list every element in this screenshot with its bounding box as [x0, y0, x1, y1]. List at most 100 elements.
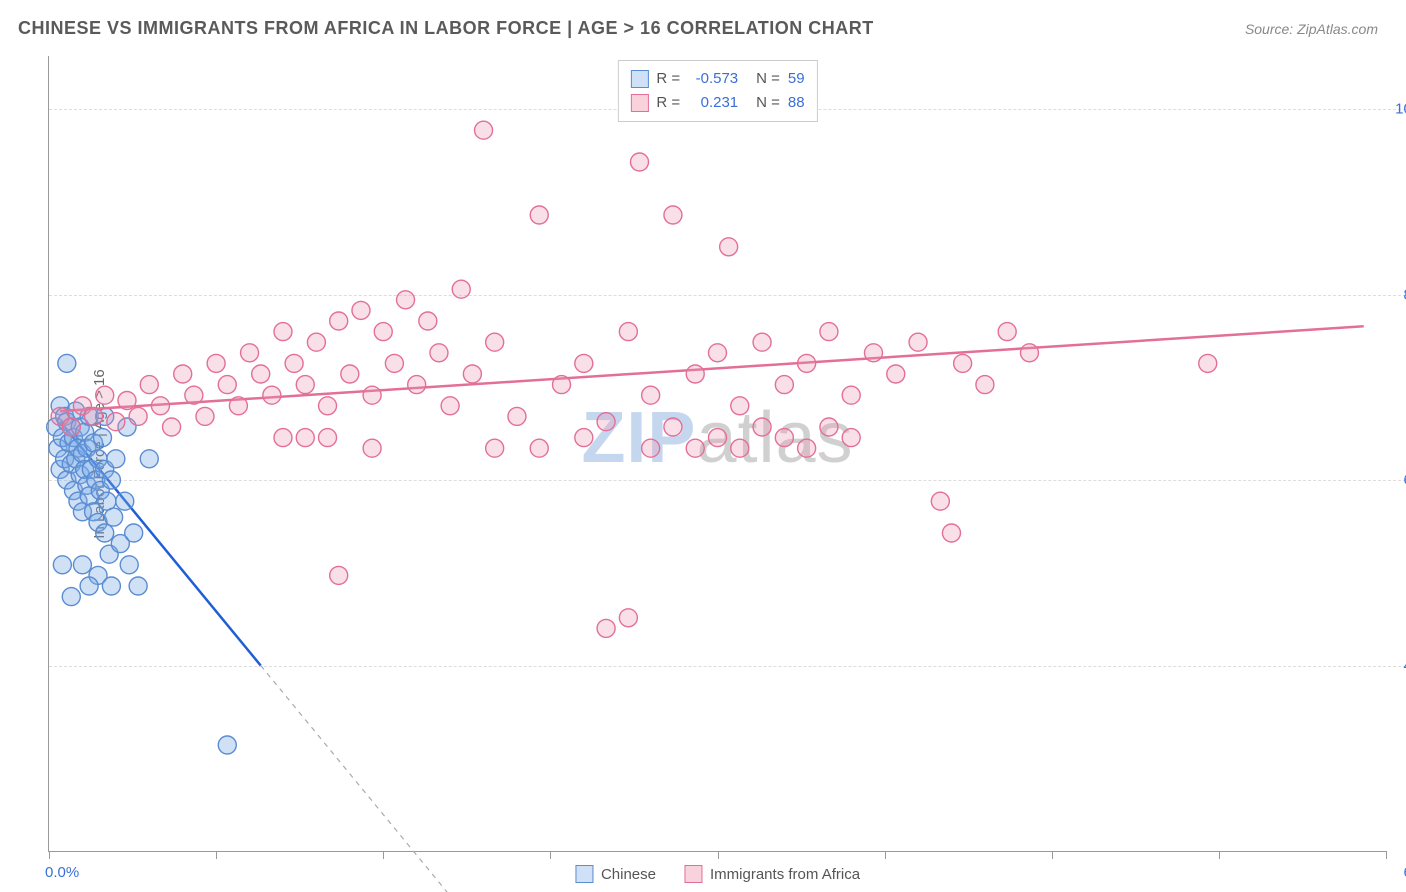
- r-value-africa: 0.231: [688, 91, 738, 115]
- data-point-immigrants-from-africa: [330, 312, 348, 330]
- y-tick-label: 82.5%: [1390, 286, 1406, 303]
- data-point-immigrants-from-africa: [151, 397, 169, 415]
- swatch-africa: [630, 94, 648, 112]
- data-point-immigrants-from-africa: [864, 344, 882, 362]
- data-point-immigrants-from-africa: [419, 312, 437, 330]
- data-point-immigrants-from-africa: [430, 344, 448, 362]
- n-label: N =: [756, 91, 780, 115]
- data-point-immigrants-from-africa: [174, 365, 192, 383]
- data-point-immigrants-from-africa: [296, 376, 314, 394]
- data-point-immigrants-from-africa: [798, 439, 816, 457]
- y-tick-label: 47.5%: [1390, 657, 1406, 674]
- data-point-immigrants-from-africa: [775, 376, 793, 394]
- data-point-immigrants-from-africa: [408, 376, 426, 394]
- r-label: R =: [656, 67, 680, 91]
- data-point-immigrants-from-africa: [709, 344, 727, 362]
- data-point-chinese: [102, 471, 120, 489]
- data-point-chinese: [96, 524, 114, 542]
- data-point-immigrants-from-africa: [731, 397, 749, 415]
- legend-item-chinese: Chinese: [575, 865, 656, 883]
- data-point-immigrants-from-africa: [642, 386, 660, 404]
- y-tick-label: 100.0%: [1390, 101, 1406, 118]
- legend-label-chinese: Chinese: [601, 866, 656, 883]
- data-point-immigrants-from-africa: [107, 413, 125, 431]
- data-point-immigrants-from-africa: [207, 354, 225, 372]
- data-point-immigrants-from-africa: [731, 439, 749, 457]
- legend-series: Chinese Immigrants from Africa: [575, 865, 860, 883]
- data-point-immigrants-from-africa: [631, 153, 649, 171]
- data-point-immigrants-from-africa: [129, 407, 147, 425]
- data-point-immigrants-from-africa: [385, 354, 403, 372]
- data-point-immigrants-from-africa: [341, 365, 359, 383]
- data-point-immigrants-from-africa: [664, 418, 682, 436]
- data-point-immigrants-from-africa: [775, 429, 793, 447]
- data-point-chinese: [53, 556, 71, 574]
- x-tick: [216, 851, 217, 859]
- data-point-immigrants-from-africa: [319, 429, 337, 447]
- data-point-chinese: [93, 429, 111, 447]
- data-point-immigrants-from-africa: [1199, 354, 1217, 372]
- x-tick: [383, 851, 384, 859]
- data-point-immigrants-from-africa: [463, 365, 481, 383]
- data-point-immigrants-from-africa: [475, 121, 493, 139]
- data-point-immigrants-from-africa: [998, 323, 1016, 341]
- data-point-immigrants-from-africa: [185, 386, 203, 404]
- data-point-immigrants-from-africa: [486, 439, 504, 457]
- swatch-africa: [684, 865, 702, 883]
- data-point-immigrants-from-africa: [508, 407, 526, 425]
- data-point-immigrants-from-africa: [62, 418, 80, 436]
- data-point-immigrants-from-africa: [252, 365, 270, 383]
- data-point-chinese: [125, 524, 143, 542]
- data-point-immigrants-from-africa: [709, 429, 727, 447]
- data-point-immigrants-from-africa: [597, 413, 615, 431]
- data-point-immigrants-from-africa: [575, 429, 593, 447]
- x-origin-label: 0.0%: [45, 864, 79, 881]
- data-point-immigrants-from-africa: [887, 365, 905, 383]
- data-point-chinese: [62, 588, 80, 606]
- data-point-chinese: [73, 556, 91, 574]
- data-point-immigrants-from-africa: [296, 429, 314, 447]
- x-tick: [1052, 851, 1053, 859]
- data-point-chinese: [80, 577, 98, 595]
- legend-row-africa: R = 0.231 N = 88: [630, 91, 804, 115]
- data-point-immigrants-from-africa: [452, 280, 470, 298]
- data-point-chinese: [102, 577, 120, 595]
- data-point-chinese: [218, 736, 236, 754]
- data-point-chinese: [140, 450, 158, 468]
- chart-header: CHINESE VS IMMIGRANTS FROM AFRICA IN LAB…: [0, 0, 1406, 49]
- data-point-immigrants-from-africa: [798, 354, 816, 372]
- data-point-immigrants-from-africa: [820, 323, 838, 341]
- data-point-immigrants-from-africa: [352, 301, 370, 319]
- data-point-immigrants-from-africa: [397, 291, 415, 309]
- data-point-immigrants-from-africa: [274, 429, 292, 447]
- data-point-immigrants-from-africa: [374, 323, 392, 341]
- data-point-immigrants-from-africa: [619, 323, 637, 341]
- data-point-immigrants-from-africa: [196, 407, 214, 425]
- legend-correlation: R = -0.573 N = 59 R = 0.231 N = 88: [617, 60, 817, 122]
- data-point-immigrants-from-africa: [909, 333, 927, 351]
- y-tick-label: 65.0%: [1390, 472, 1406, 489]
- data-point-immigrants-from-africa: [931, 492, 949, 510]
- chart-source: Source: ZipAtlas.com: [1245, 21, 1378, 37]
- data-point-chinese: [116, 492, 134, 510]
- data-point-immigrants-from-africa: [1020, 344, 1038, 362]
- x-tick: [49, 851, 50, 859]
- x-tick: [885, 851, 886, 859]
- data-point-immigrants-from-africa: [619, 609, 637, 627]
- data-point-immigrants-from-africa: [307, 333, 325, 351]
- swatch-chinese: [575, 865, 593, 883]
- data-point-immigrants-from-africa: [942, 524, 960, 542]
- data-point-immigrants-from-africa: [686, 365, 704, 383]
- x-tick: [1219, 851, 1220, 859]
- data-point-immigrants-from-africa: [842, 429, 860, 447]
- data-point-immigrants-from-africa: [96, 386, 114, 404]
- data-point-immigrants-from-africa: [753, 333, 771, 351]
- data-point-immigrants-from-africa: [842, 386, 860, 404]
- data-point-chinese: [120, 556, 138, 574]
- legend-item-africa: Immigrants from Africa: [684, 865, 860, 883]
- data-point-immigrants-from-africa: [575, 354, 593, 372]
- scatter-plot: [49, 56, 1386, 851]
- data-point-immigrants-from-africa: [363, 386, 381, 404]
- x-tick: [1386, 851, 1387, 859]
- data-point-immigrants-from-africa: [85, 407, 103, 425]
